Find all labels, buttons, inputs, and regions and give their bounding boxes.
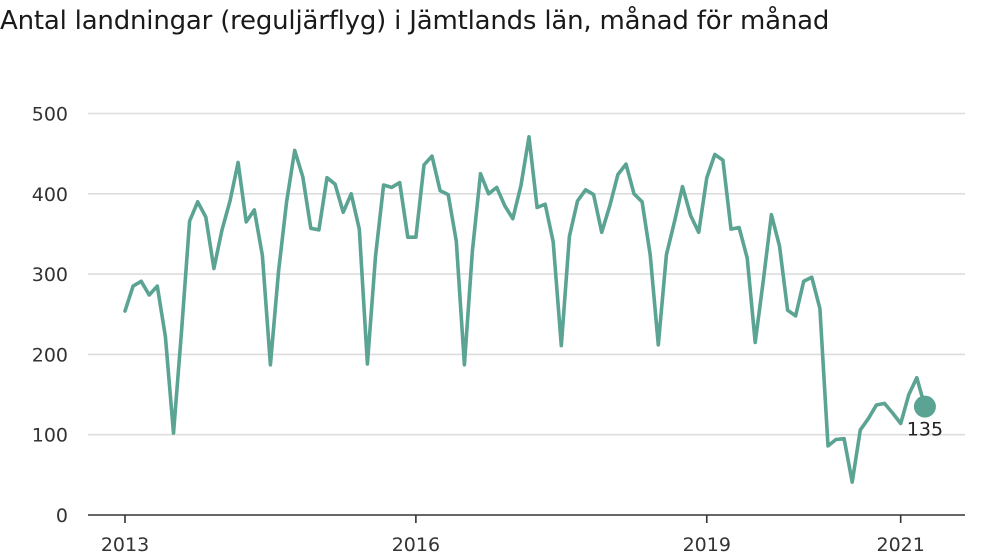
series-line xyxy=(123,135,927,484)
y-tick-label: 300 xyxy=(32,264,68,286)
x-tick-label: 2021 xyxy=(877,534,925,556)
y-tick-label: 0 xyxy=(56,505,68,527)
x-tick-label: 2013 xyxy=(101,534,149,556)
chart-title: Antal landningar (reguljärflyg) i Jämtla… xyxy=(0,6,830,36)
y-axis-ticks: 0 100 200 300 400 500 xyxy=(32,104,68,528)
gridlines xyxy=(88,112,965,436)
series-group: 135 xyxy=(123,135,943,484)
last-value-label: 135 xyxy=(907,419,943,441)
y-tick-label: 500 xyxy=(32,104,68,126)
y-tick-label: 200 xyxy=(32,344,68,366)
x-tick-label: 2019 xyxy=(683,534,731,556)
x-tick-label: 2016 xyxy=(392,534,440,556)
last-value-marker xyxy=(913,395,936,418)
x-axis: 2013 2016 2019 2021 xyxy=(88,514,965,556)
y-tick-label: 400 xyxy=(32,184,68,206)
y-tick-label: 100 xyxy=(32,425,68,447)
